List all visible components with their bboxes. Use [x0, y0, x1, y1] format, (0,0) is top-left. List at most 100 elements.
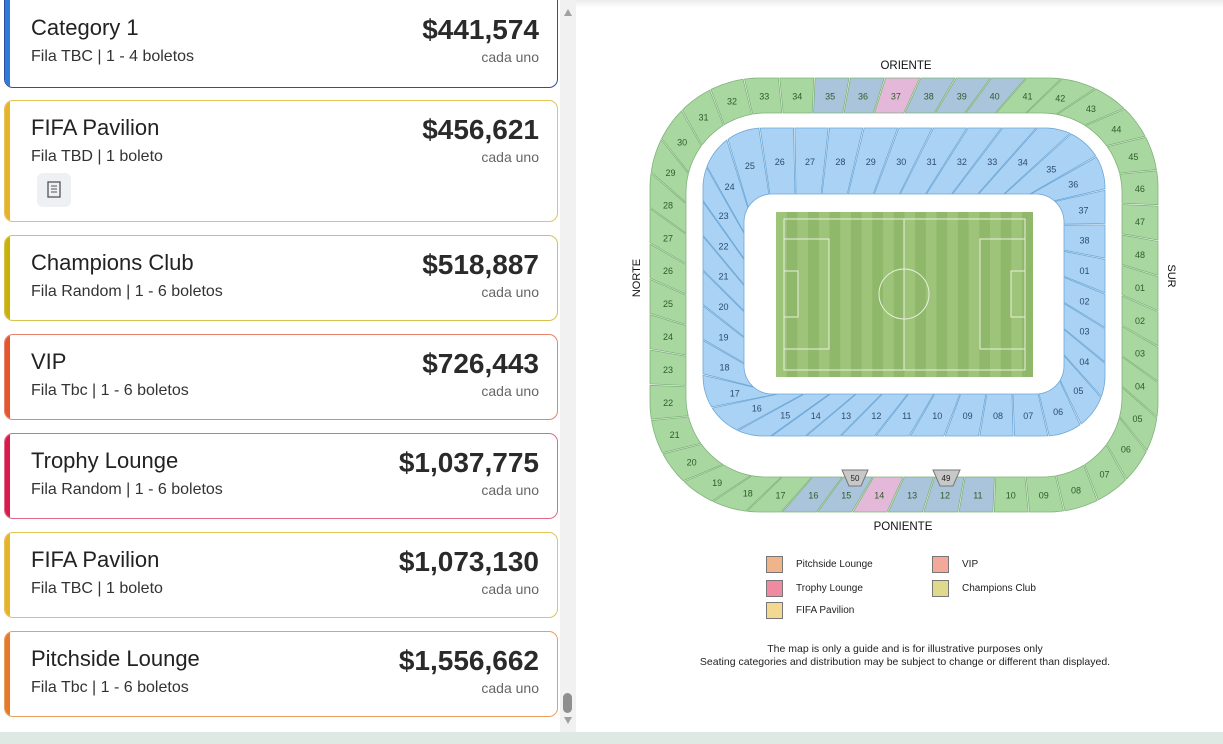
seating-section	[904, 77, 956, 114]
seating-section	[770, 393, 857, 437]
ticket-category-name: Trophy Lounge	[31, 448, 179, 473]
inner-seating-ring: 01 02 03 04 05 06 07 08 09 10 11 12 13 14 15 16 17 18 19 20…	[702, 127, 1106, 437]
scroll-down-arrow-icon[interactable]	[564, 717, 572, 724]
section-number: 29	[866, 157, 876, 167]
seating-section	[744, 77, 783, 115]
scroll-up-arrow-icon[interactable]	[564, 9, 572, 16]
category-color-bar	[5, 236, 10, 320]
section-number: 32	[727, 97, 737, 107]
grass-stripe	[925, 212, 937, 377]
seating-section	[1063, 328, 1106, 398]
seating-section	[944, 393, 987, 437]
legend-label: Trophy Lounge	[796, 583, 863, 594]
section-number: 02	[1079, 296, 1089, 306]
section-number: 47	[1135, 217, 1145, 227]
seating-section	[712, 475, 783, 512]
seating-section	[649, 243, 687, 295]
gate-marker	[932, 469, 961, 487]
section-number: 21	[718, 272, 728, 282]
seating-section	[1121, 234, 1159, 276]
seating-section	[958, 476, 995, 513]
section-number: 44	[1111, 124, 1121, 134]
section-number: 31	[927, 157, 937, 167]
section-number: 06	[1053, 407, 1063, 417]
seating-section	[1084, 108, 1146, 147]
seating-section	[909, 393, 961, 437]
price-unit-label: cada uno	[481, 680, 539, 696]
seating-section	[1059, 354, 1102, 425]
seating-section	[702, 374, 778, 408]
seating-section	[813, 77, 850, 114]
ticket-category-name: FIFA Pavilion	[31, 115, 160, 140]
seating-section	[1038, 380, 1081, 437]
seating-section	[1025, 78, 1096, 115]
ticket-card[interactable]: Category 1 Fila TBC | 1 - 4 boletos $441,5…	[4, 0, 558, 88]
seating-section	[711, 393, 804, 431]
orientation-labels: 50 49 ORIENTE PONIENTE NORTE SUR	[631, 60, 1177, 533]
notes-icon[interactable]	[37, 173, 71, 207]
section-number: 30	[677, 137, 687, 147]
stadium-map: 02 03 04 05 06 07 08 09 10 11 12 13 14 15 16 17 18 19 20 21…	[631, 60, 1177, 533]
scrollbar[interactable]	[560, 0, 576, 732]
goal-area-right	[1010, 270, 1026, 318]
ticket-card[interactable]: FIFA Pavilion Fila TBD | 1 boleto $456,621…	[4, 100, 558, 222]
seating-section	[662, 443, 724, 482]
seating-section	[852, 476, 904, 513]
section-number: 04	[1079, 357, 1089, 367]
section-number: 18	[743, 488, 753, 498]
seating-section	[702, 235, 745, 312]
ticket-card[interactable]: Champions Club Fila Random | 1 - 6 boleto…	[4, 235, 558, 321]
seating-section	[1063, 302, 1106, 363]
section-number: 14	[874, 491, 884, 501]
section-number: 31	[698, 113, 708, 123]
section-number: 38	[924, 92, 934, 102]
seating-section	[779, 77, 815, 114]
category-color-bar	[5, 434, 10, 518]
ticket-card[interactable]: Trophy Lounge Fila Random | 1 - 6 boletos…	[4, 433, 558, 519]
scroll-thumb[interactable]	[563, 693, 572, 713]
orientation-west-label: PONIENTE	[874, 521, 933, 533]
ticket-category-name: Champions Club	[31, 250, 194, 275]
legend-swatch	[932, 580, 949, 597]
section-number: 03	[1135, 349, 1145, 359]
legend-label: VIP	[962, 559, 979, 570]
section-number: 15	[780, 411, 790, 421]
ticket-card[interactable]: Pitchside Lounge Fila Tbc | 1 - 6 boletos…	[4, 631, 558, 717]
section-number: 05	[1073, 386, 1083, 396]
seating-section	[649, 314, 687, 356]
section-number: 33	[987, 157, 997, 167]
section-number: 08	[993, 411, 1003, 421]
seating-section	[1025, 475, 1064, 513]
section-number: 20	[718, 302, 728, 312]
ticket-card[interactable]: FIFA Pavilion Fila TBC | 1 boleto $1,073,1…	[4, 532, 558, 618]
seating-section	[651, 416, 702, 454]
disclaimer-line-1: The map is only a guide and is for illus…	[767, 643, 1043, 655]
seating-section	[649, 349, 687, 386]
seating-section	[1121, 325, 1159, 383]
section-number: 09	[963, 411, 973, 421]
legend-swatch	[766, 602, 783, 619]
seating-section	[1056, 88, 1125, 126]
section-number: 02	[1135, 316, 1145, 326]
section-number: 38	[1079, 236, 1089, 246]
ticket-price: $726,443	[422, 348, 539, 379]
seating-section	[1106, 416, 1147, 480]
section-number: 04	[1135, 382, 1145, 392]
seating-section	[951, 127, 1037, 195]
gate-marker	[841, 469, 869, 487]
ticket-category-name: FIFA Pavilion	[31, 547, 160, 572]
gate-number: 50	[851, 474, 860, 483]
price-unit-label: cada uno	[481, 284, 539, 300]
seating-section	[840, 393, 909, 437]
section-number: 35	[825, 92, 835, 102]
section-number: 21	[670, 430, 680, 440]
ticket-row-info: Fila TBC | 1 - 4 boletos	[31, 48, 195, 65]
legend-label: Pitchside Lounge	[796, 559, 873, 570]
seating-section	[1121, 264, 1159, 312]
seating-section	[1121, 295, 1159, 347]
ticket-card[interactable]: VIP Fila Tbc | 1 - 6 boletos $726,443 cada …	[4, 334, 558, 420]
section-number: 22	[718, 241, 728, 251]
seating-section	[649, 278, 687, 326]
seating-section	[873, 77, 921, 114]
seating-section	[727, 127, 770, 208]
